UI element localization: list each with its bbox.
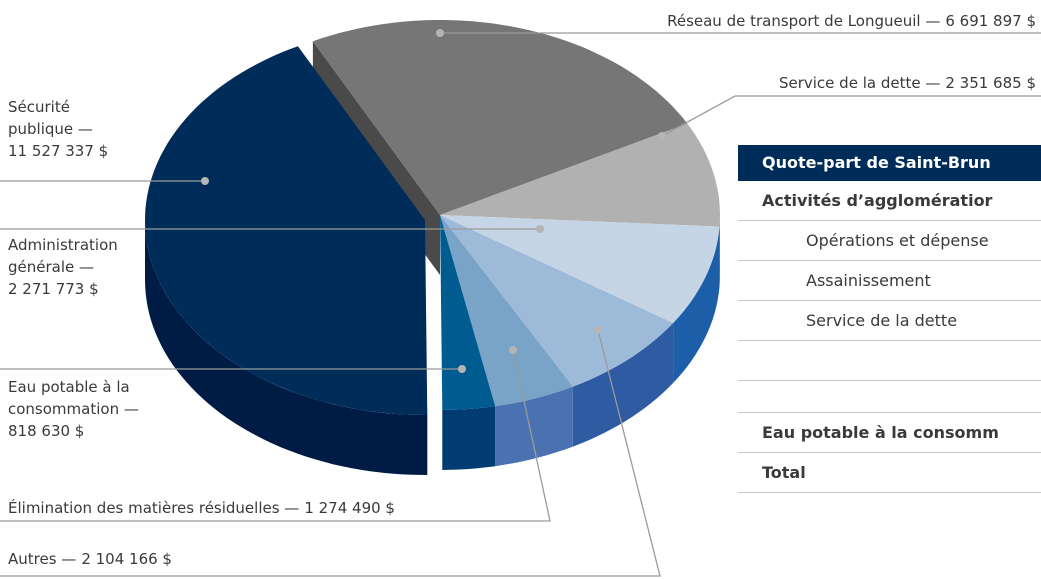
value-label: 6 691 897 $ — [945, 12, 1036, 30]
slice-label: Sécurité publique — 11 527 337 $ — [8, 96, 118, 162]
value-label: 11 527 337 $ — [8, 142, 109, 160]
pie-side — [442, 406, 496, 470]
leader-line — [0, 329, 661, 577]
pie-side — [719, 215, 720, 287]
pie-slice — [440, 123, 720, 227]
slice-label: Eau potable à la consommation — 818 630 $ — [8, 376, 168, 442]
table: Quote-part de Saint-Brun Activités d’agg… — [738, 145, 1041, 493]
leader-dot — [458, 365, 466, 373]
value-label: 2 104 166 $ — [81, 550, 172, 568]
category-label: Sécurité publique — — [8, 98, 93, 138]
pie-slice — [440, 215, 720, 323]
pie-slice — [312, 20, 688, 215]
table-row: Opérations et dépense — [738, 221, 1041, 261]
pie-slice — [440, 215, 496, 410]
value-label: 2 351 685 $ — [945, 74, 1036, 92]
pie-side — [572, 323, 674, 447]
category-label: Réseau de transport de Longueuil — — [667, 12, 941, 30]
category-label: Service de la dette — — [778, 74, 941, 92]
table-row: Service de la dette — [738, 301, 1041, 341]
table-header: Quote-part de Saint-Brun — [738, 145, 1041, 181]
pie-side — [145, 220, 428, 475]
value-label: 818 630 $ — [8, 422, 85, 440]
slice-label: Service de la dette —2 351 685 $ — [600, 72, 1036, 94]
table-row — [738, 381, 1041, 413]
pie-slice — [440, 215, 674, 387]
leader-dot — [509, 346, 517, 354]
category-label: Élimination des matières résiduelles — — [8, 499, 300, 517]
table-row: Assainissement — [738, 261, 1041, 301]
slice-label: Autres —2 104 166 $ — [8, 548, 408, 570]
value-label: 2 271 773 $ — [8, 280, 99, 298]
pie-side — [495, 386, 573, 467]
pie-slice — [440, 215, 573, 407]
slice-label: Administration générale — 2 271 773 $ — [8, 234, 133, 300]
leader-dot — [658, 132, 666, 140]
category-label: Eau potable à la consommation — — [8, 378, 139, 418]
leader-dot — [594, 326, 602, 334]
pie-slice — [145, 46, 428, 416]
category-label: Administration générale — — [8, 236, 118, 276]
slice-label: Élimination des matières résiduelles —1 … — [8, 497, 508, 519]
slice-label: Réseau de transport de Longueuil —6 691 … — [440, 10, 1036, 32]
category-label: Autres — — [8, 550, 77, 568]
table-row: Activités d’agglomératior — [738, 181, 1041, 221]
leader-dot — [201, 177, 209, 185]
leader-line — [0, 349, 551, 522]
leader-dot — [536, 225, 544, 233]
pie-side — [673, 226, 720, 383]
table-row — [738, 341, 1041, 381]
table-row: Total — [738, 453, 1041, 493]
leader-dot — [436, 29, 444, 37]
value-label: 1 274 490 $ — [304, 499, 395, 517]
table-row: Eau potable à la consomm — [738, 413, 1041, 453]
leader-line — [661, 95, 1041, 137]
